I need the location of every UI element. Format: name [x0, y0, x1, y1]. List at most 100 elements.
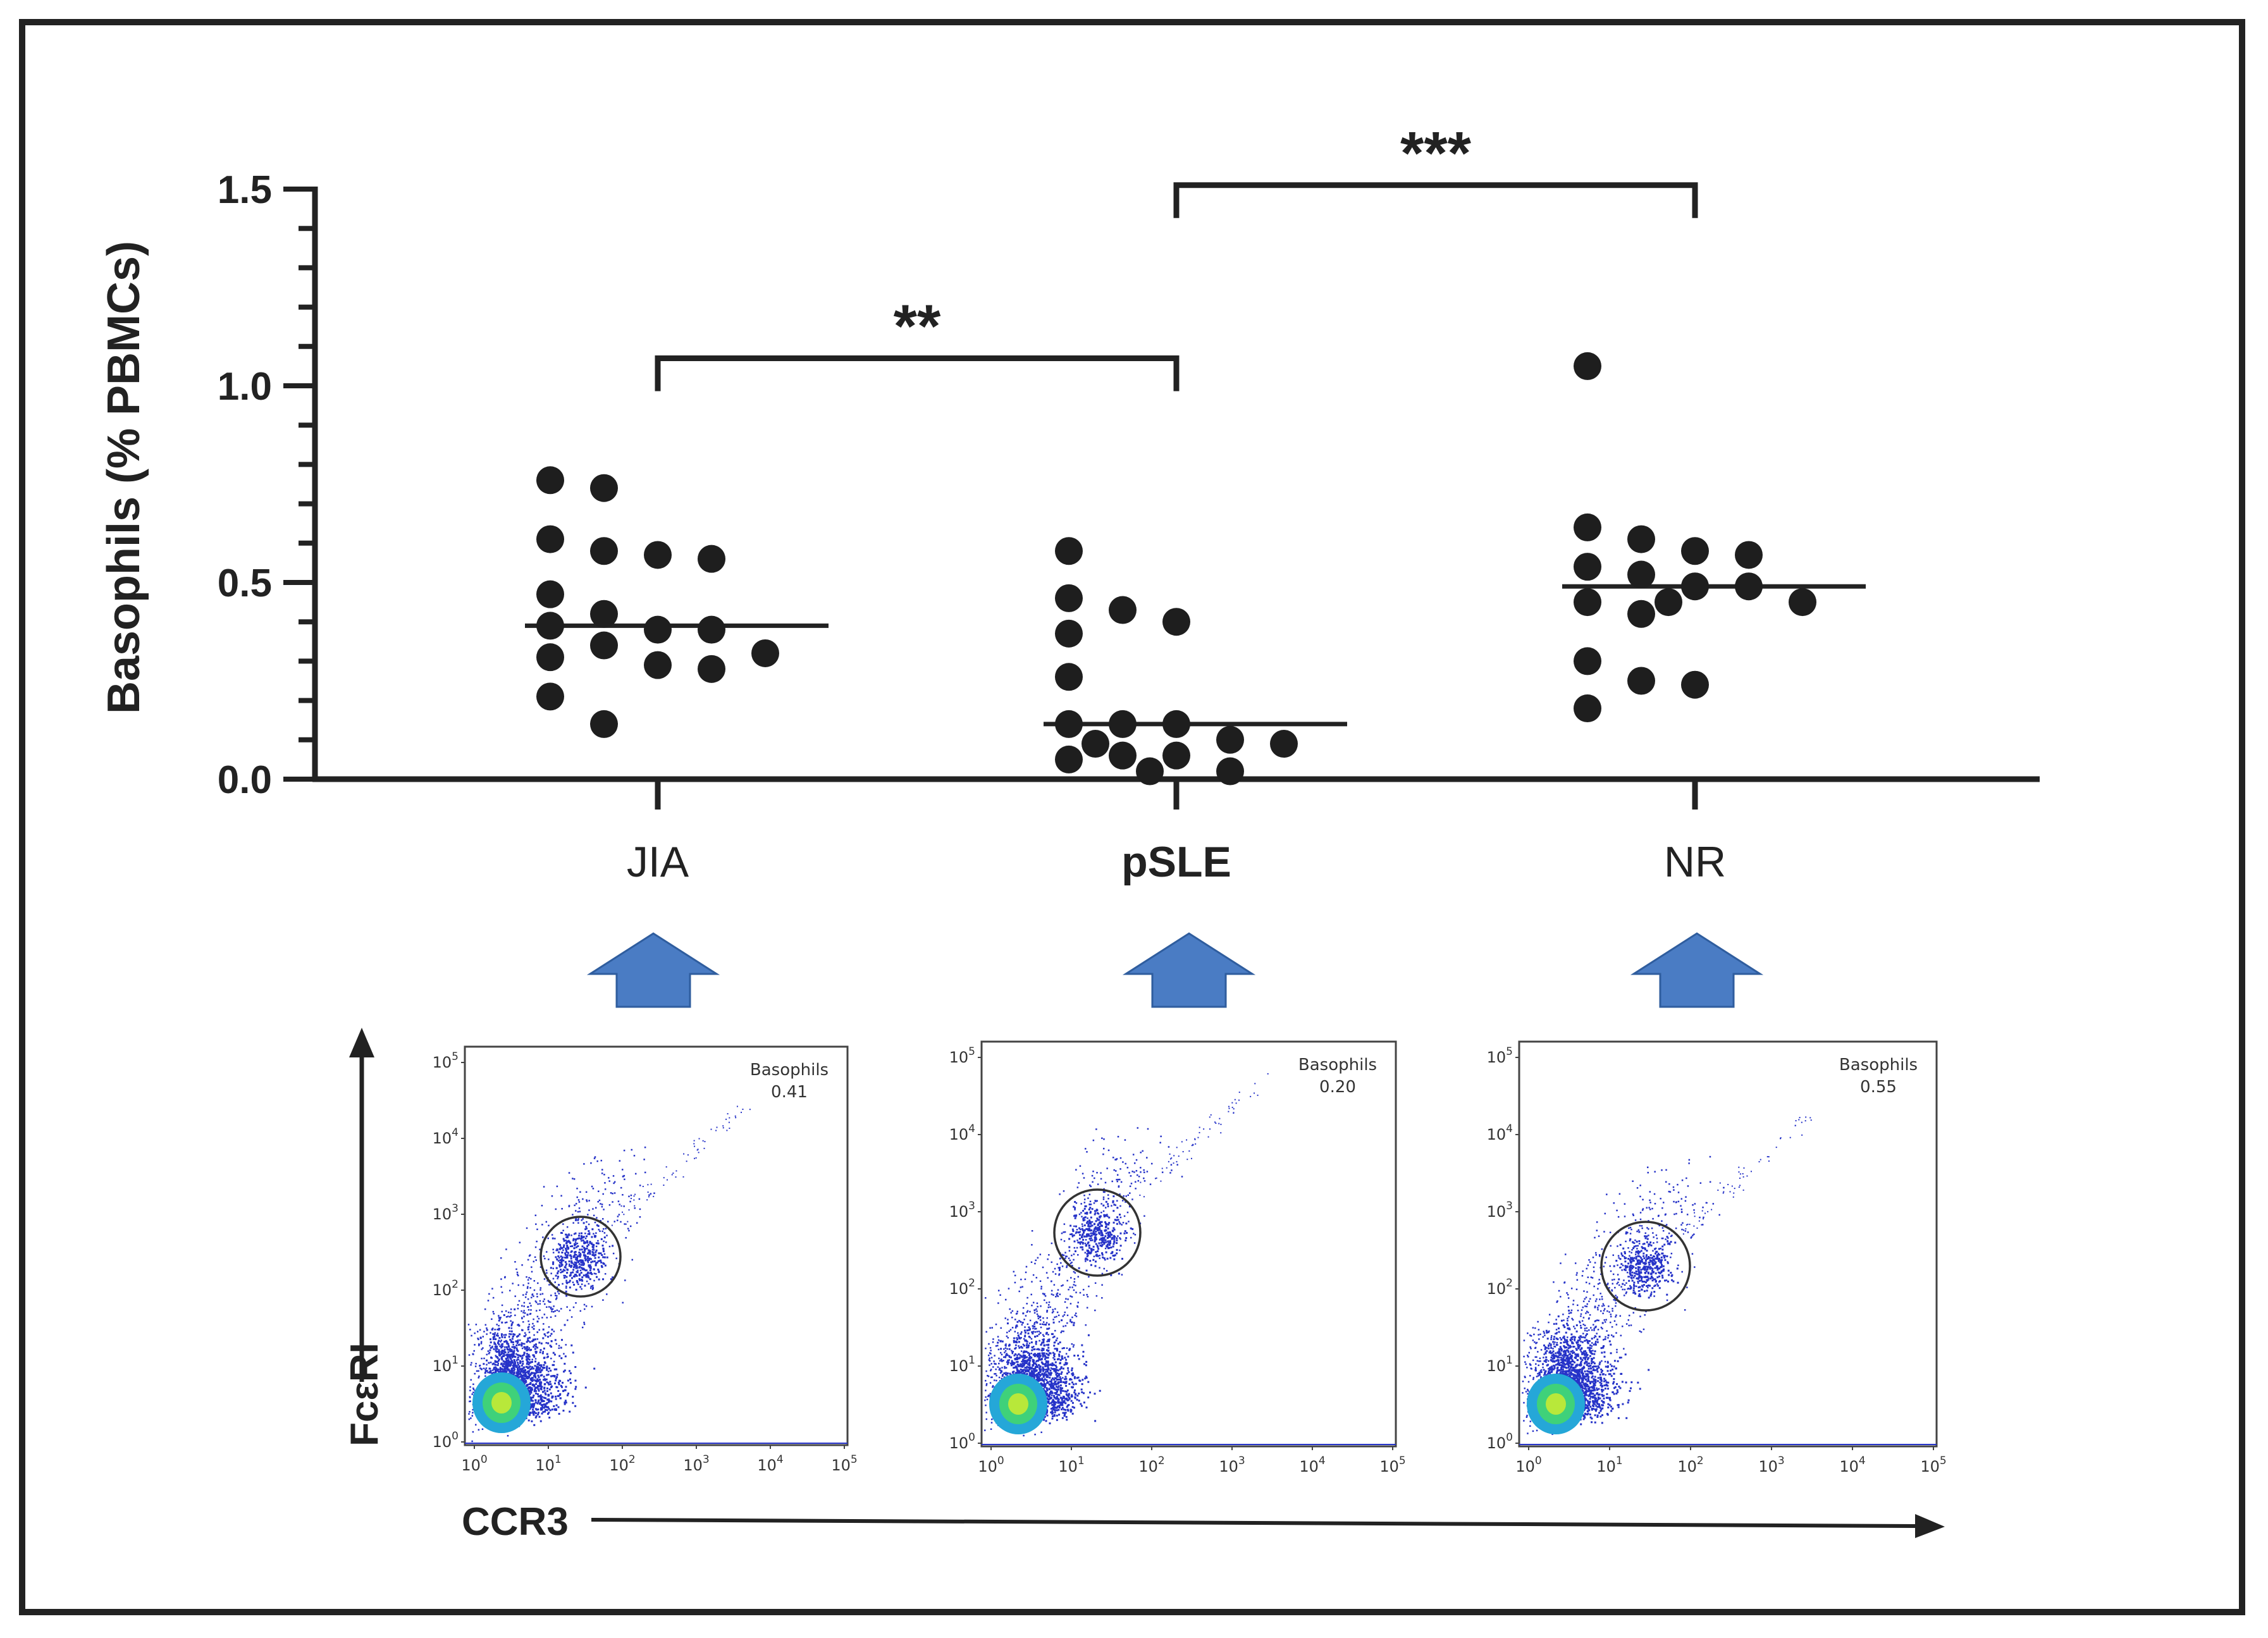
x-tick-label-nr: NR: [1664, 838, 1726, 886]
facs-event: [512, 1364, 515, 1366]
facs-event: [522, 1294, 524, 1296]
facs-event: [510, 1340, 512, 1343]
facs-event: [596, 1217, 598, 1219]
facs-event: [570, 1316, 573, 1318]
facs-event: [586, 1228, 588, 1229]
facs-event: [517, 1324, 519, 1326]
facs-event: [517, 1284, 519, 1286]
facs-event: [1063, 1364, 1066, 1366]
facs-event: [1047, 1346, 1050, 1349]
facs-event: [1066, 1363, 1068, 1365]
facs-event: [568, 1263, 570, 1265]
facs-event: [1054, 1403, 1056, 1406]
facs-event: [536, 1365, 538, 1368]
facs-event: [1057, 1405, 1059, 1408]
facs-event: [1083, 1202, 1086, 1204]
facs-event: [1054, 1401, 1056, 1403]
facs-event: [583, 1241, 586, 1243]
facs-event: [498, 1349, 500, 1352]
facs-event: [521, 1343, 523, 1346]
facs-event: [556, 1386, 558, 1389]
facs-event: [1035, 1308, 1037, 1310]
facs-event: [1028, 1326, 1030, 1329]
facs-event: [552, 1248, 554, 1250]
data-point-psle: [1136, 757, 1164, 785]
facs-event: [1031, 1244, 1033, 1246]
facs-event: [490, 1332, 491, 1334]
facs-event: [494, 1343, 496, 1345]
facs-event: [526, 1356, 528, 1358]
facs-event: [536, 1386, 538, 1389]
facs-event: [505, 1315, 508, 1318]
facs-event: [471, 1393, 473, 1395]
facs-event: [546, 1357, 548, 1358]
facs-event: [1035, 1327, 1037, 1330]
facs-event: [511, 1369, 514, 1371]
facs-event: [631, 1259, 634, 1261]
facs-event: [1055, 1339, 1057, 1341]
facs-event: [1029, 1366, 1032, 1369]
facs-x-tick-label: 101: [535, 1453, 561, 1474]
facs-event: [490, 1370, 492, 1372]
facs-event: [560, 1308, 562, 1310]
facs-event: [1057, 1397, 1059, 1400]
facs-event: [1057, 1369, 1059, 1372]
facs-event: [1064, 1378, 1066, 1381]
facs-event: [546, 1280, 548, 1282]
figure-frame: [19, 19, 2245, 1615]
facs-event: [548, 1416, 551, 1419]
scatter-chart: 0.00.51.01.5 JIA pSLE NR ***** Basophils (…: [99, 120, 2040, 886]
facs-event: [987, 1395, 989, 1398]
facs-event: [468, 1354, 471, 1356]
facs-event: [500, 1333, 503, 1336]
facs-event: [606, 1256, 608, 1259]
facs-event: [985, 1404, 987, 1407]
facs-event: [997, 1366, 999, 1368]
facs-event: [1064, 1376, 1067, 1378]
facs-event: [1021, 1364, 1023, 1367]
facs-event: [1065, 1415, 1068, 1418]
facs-event: [1054, 1267, 1056, 1270]
facs-event: [569, 1241, 571, 1243]
facs-event: [510, 1320, 512, 1322]
facs-event: [536, 1402, 539, 1405]
facs-event: [526, 1346, 528, 1348]
facs-event: [562, 1269, 565, 1271]
facs-event: [526, 1350, 529, 1352]
facs-event: [548, 1284, 550, 1286]
facs-event: [557, 1278, 558, 1279]
facs-event: [512, 1283, 514, 1284]
facs-event: [1004, 1356, 1007, 1358]
facs-event: [595, 1207, 597, 1209]
facs-event: [1009, 1356, 1011, 1358]
facs-event: [488, 1362, 490, 1364]
facs-event: [1054, 1371, 1057, 1374]
facs-event: [561, 1271, 563, 1273]
data-point-psle: [1055, 710, 1083, 738]
facs-event: [1061, 1398, 1063, 1401]
facs-event: [619, 1160, 621, 1162]
facs-event: [507, 1351, 510, 1353]
facs-event: [554, 1281, 557, 1283]
facs-event: [1066, 1279, 1068, 1282]
facs-event: [1025, 1350, 1028, 1353]
facs-event: [531, 1293, 534, 1295]
facs-event: [569, 1382, 572, 1384]
facs-event: [1056, 1390, 1059, 1393]
facs-event: [1071, 1412, 1074, 1415]
facs-event: [492, 1327, 494, 1329]
facs-event: [526, 1287, 529, 1290]
facs-event: [560, 1195, 562, 1197]
facs-event: [1014, 1347, 1016, 1350]
facs-event: [1046, 1414, 1049, 1417]
facs-event: [514, 1295, 516, 1297]
facs-event: [1045, 1373, 1048, 1376]
facs-event: [556, 1309, 558, 1312]
facs-event: [506, 1353, 508, 1356]
facs-event: [550, 1392, 552, 1395]
facs-event: [1066, 1398, 1068, 1401]
facs-event: [527, 1357, 529, 1360]
facs-event: [1082, 1243, 1084, 1245]
facs-event: [1043, 1335, 1045, 1338]
facs-event: [1062, 1377, 1064, 1379]
